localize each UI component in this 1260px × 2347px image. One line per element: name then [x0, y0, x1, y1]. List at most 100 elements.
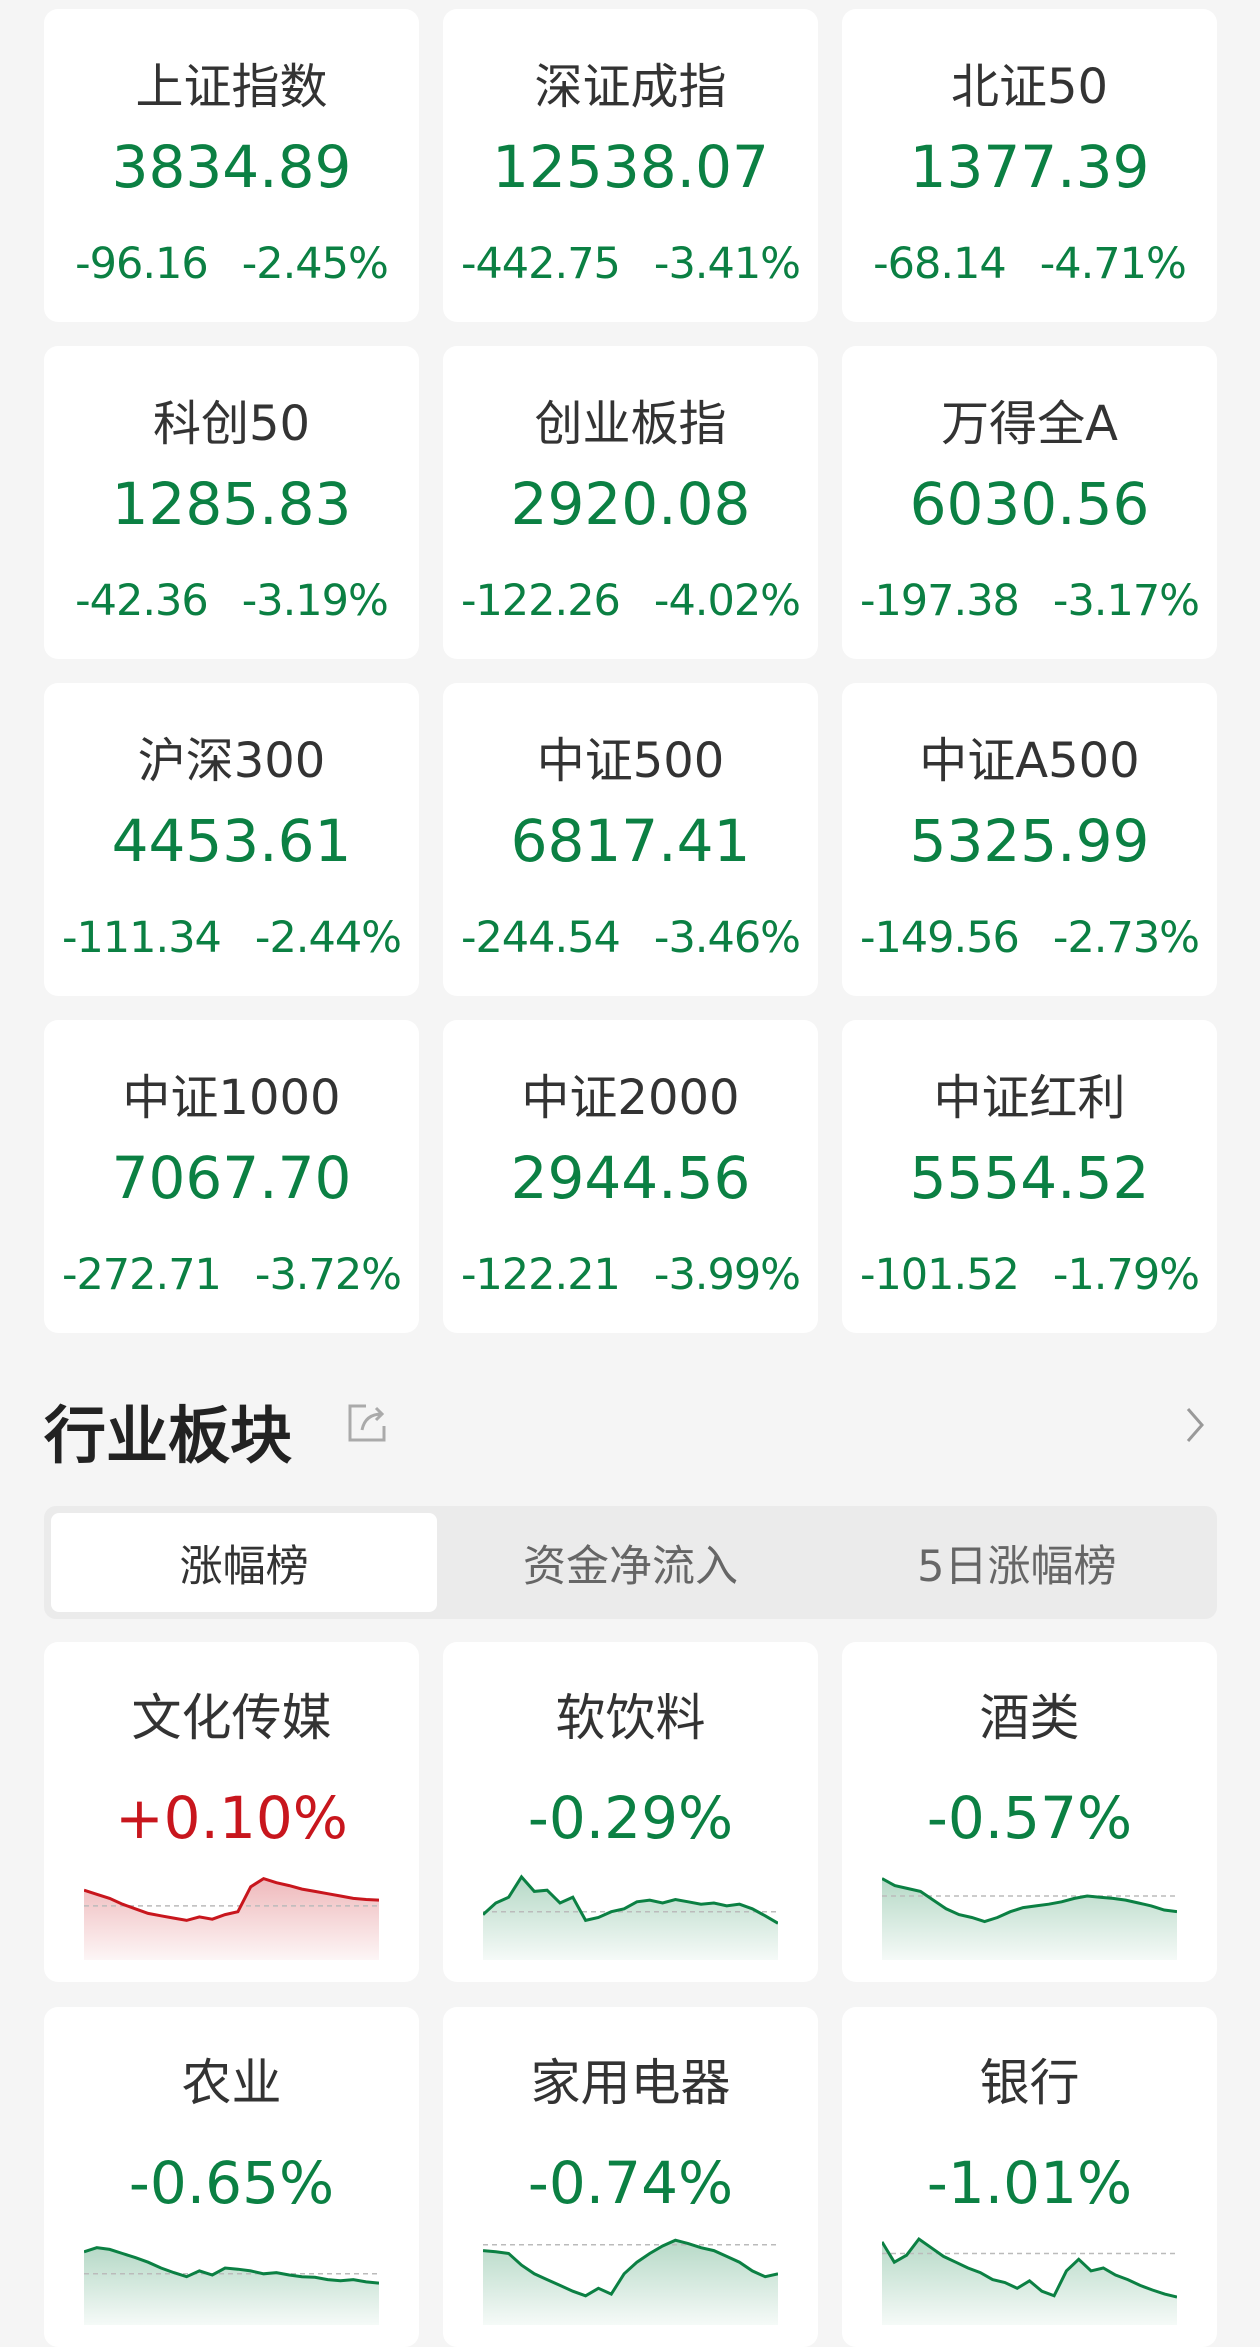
index-name: 沪深300 — [137, 733, 326, 789]
sector-sparkline — [84, 1876, 379, 1960]
index-card[interactable]: 上证指数 3834.89 -96.16 -2.45% — [44, 9, 419, 322]
index-card[interactable]: 科创50 1285.83 -42.36 -3.19% — [44, 346, 419, 659]
index-change: -68.14 — [873, 239, 1007, 289]
index-card[interactable]: 中证2000 2944.56 -122.21 -3.99% — [443, 1020, 818, 1333]
sparkline-line — [483, 2238, 778, 2298]
sector-tabs: 涨幅榜 资金净流入 5日涨幅榜 — [44, 1506, 1217, 1619]
index-name: 中证A500 — [919, 733, 1140, 789]
index-value: 2920.08 — [510, 470, 751, 538]
sector-sparkline — [882, 2236, 1177, 2325]
index-card[interactable]: 深证成指 12538.07 -442.75 -3.41% — [443, 9, 818, 322]
index-change: -272.71 — [61, 1250, 222, 1300]
index-card[interactable]: 中证500 6817.41 -244.54 -3.46% — [443, 683, 818, 996]
index-change: -122.21 — [460, 1250, 621, 1300]
sector-pct: -0.74% — [527, 2149, 734, 2217]
index-change: -111.34 — [61, 913, 222, 963]
index-change-pct: -2.44% — [254, 913, 402, 963]
index-change-pct: -3.46% — [653, 913, 801, 963]
index-card[interactable]: 沪深300 4453.61 -111.34 -2.44% — [44, 683, 419, 996]
sector-card[interactable]: 家用电器 -0.74% — [443, 2007, 818, 2347]
sparkline-area — [483, 2240, 778, 2325]
sector-sparkline — [483, 2238, 778, 2325]
sector-pct: -0.65% — [128, 2149, 335, 2217]
index-card[interactable]: 创业板指 2920.08 -122.26 -4.02% — [443, 346, 818, 659]
index-card[interactable]: 中证A500 5325.99 -149.56 -2.73% — [842, 683, 1217, 996]
sector-pct: -0.29% — [527, 1784, 734, 1852]
index-name: 中证1000 — [122, 1070, 341, 1126]
index-value: 6030.56 — [909, 470, 1150, 538]
sector-pct: +0.10% — [115, 1784, 348, 1852]
sparkline-area — [483, 1876, 778, 1960]
sector-name: 家用电器 — [530, 2054, 731, 2112]
index-change-pct: -1.79% — [1052, 1250, 1200, 1300]
tab-net-inflow[interactable]: 资金净流入 — [522, 1541, 738, 1592]
sector-sparkline — [84, 2246, 379, 2325]
sector-name: 银行 — [979, 2054, 1080, 2112]
chevron-right-icon[interactable] — [1180, 1405, 1210, 1445]
sector-name: 农业 — [181, 2054, 282, 2112]
index-name: 上证指数 — [135, 59, 328, 115]
index-card[interactable]: 北证50 1377.39 -68.14 -4.71% — [842, 9, 1217, 322]
sparkline-line — [84, 1876, 379, 1922]
index-change-pct: -2.45% — [241, 239, 389, 289]
index-name: 中证500 — [536, 733, 725, 789]
index-grid: 上证指数 3834.89 -96.16 -2.45% 深证成指 12538.07 … — [44, 9, 1217, 1333]
index-change: -149.56 — [859, 913, 1020, 963]
tab-5day-gainers[interactable]: 5日涨幅榜 — [917, 1541, 1117, 1592]
index-change: -42.36 — [75, 576, 209, 626]
index-value: 4453.61 — [111, 807, 352, 875]
index-change: -122.26 — [460, 576, 621, 626]
section-title: 行业板块 — [44, 1399, 293, 1472]
index-change-pct: -3.99% — [653, 1250, 801, 1300]
sector-card[interactable]: 农业 -0.65% — [44, 2007, 419, 2347]
index-change-pct: -3.19% — [241, 576, 389, 626]
index-name: 北证50 — [950, 59, 1109, 115]
sector-pct: -1.01% — [926, 2149, 1133, 2217]
index-change-pct: -2.73% — [1052, 913, 1200, 963]
index-name: 万得全A — [941, 396, 1118, 452]
sector-card[interactable]: 酒类 -0.57% — [842, 1642, 1217, 1982]
index-value: 6817.41 — [510, 807, 751, 875]
sparkline-area — [84, 1878, 379, 1960]
index-change: -197.38 — [859, 576, 1020, 626]
index-name: 中证红利 — [933, 1070, 1126, 1126]
sector-card[interactable]: 文化传媒 +0.10% — [44, 1642, 419, 1982]
index-value: 12538.07 — [492, 133, 769, 201]
sector-sparkline — [882, 1877, 1177, 1960]
index-value: 3834.89 — [111, 133, 352, 201]
sector-pct: -0.57% — [926, 1784, 1133, 1852]
sparkline-line — [882, 1877, 1177, 1924]
index-change: -442.75 — [460, 239, 621, 289]
index-value: 2944.56 — [510, 1144, 751, 1212]
tab-gainers[interactable]: 涨幅榜 — [51, 1513, 438, 1612]
sector-sparkline — [483, 1874, 778, 1960]
index-value: 7067.70 — [111, 1144, 352, 1212]
index-change: -101.52 — [859, 1250, 1020, 1300]
index-name: 创业板指 — [534, 396, 727, 452]
index-card[interactable]: 中证1000 7067.70 -272.71 -3.72% — [44, 1020, 419, 1333]
index-change-pct: -4.02% — [653, 576, 801, 626]
sector-grid: 文化传媒 +0.10% 软饮料 -0.29% 酒类 -0.57% 农业 -0.6… — [44, 1642, 1217, 2347]
index-card[interactable]: 万得全A 6030.56 -197.38 -3.17% — [842, 346, 1217, 659]
share-icon[interactable] — [346, 1400, 390, 1444]
sparkline-area — [882, 1878, 1177, 1960]
index-card[interactable]: 中证红利 5554.52 -101.52 -1.79% — [842, 1020, 1217, 1333]
index-name: 深证成指 — [534, 59, 727, 115]
sector-name: 文化传媒 — [131, 1689, 332, 1747]
index-name: 科创50 — [152, 396, 311, 452]
sparkline-line — [882, 2236, 1177, 2299]
index-value: 5554.52 — [909, 1144, 1150, 1212]
sector-card[interactable]: 银行 -1.01% — [842, 2007, 1217, 2347]
sparkline-line — [483, 1874, 778, 1925]
index-change-pct: -4.71% — [1039, 239, 1187, 289]
index-change: -96.16 — [75, 239, 209, 289]
sector-name: 酒类 — [979, 1689, 1080, 1747]
index-value: 5325.99 — [909, 807, 1150, 875]
index-change: -244.54 — [460, 913, 621, 963]
index-value: 1377.39 — [909, 133, 1150, 201]
sector-card[interactable]: 软饮料 -0.29% — [443, 1642, 818, 1982]
sparkline-line — [84, 2246, 379, 2285]
sparkline-area — [84, 2247, 379, 2325]
index-change-pct: -3.17% — [1052, 576, 1200, 626]
index-value: 1285.83 — [111, 470, 352, 538]
